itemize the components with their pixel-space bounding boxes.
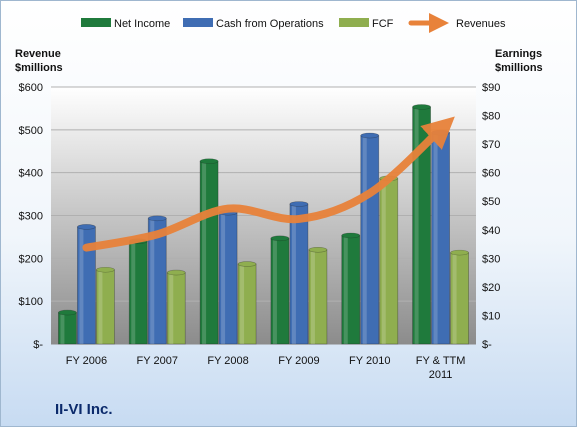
right-tick-label: $90 xyxy=(482,82,500,94)
right-tick-label: $50 xyxy=(482,196,500,208)
bar-cash-from-operations-fy-2008 xyxy=(218,209,238,345)
right-axis-ticks: $- $10 $20 $30 $40 $50 $60 $70 $80 $90 xyxy=(482,82,500,351)
bar-net-income-fy-2010 xyxy=(341,232,361,345)
bar-cap xyxy=(147,215,167,222)
right-axis-title-line2: $millions xyxy=(495,62,543,74)
bar-highlight xyxy=(79,226,84,344)
bar-highlight xyxy=(433,132,438,344)
x-tick-label: FY 2008 xyxy=(207,355,248,367)
bar-highlight xyxy=(452,252,457,344)
bar-cap xyxy=(96,266,115,273)
legend-item-fcf: FCF xyxy=(339,18,394,30)
x-axis-ticks: FY 2006 FY 2007 FY 2008 FY 2009 FY 2010 FY & … xyxy=(66,355,466,381)
bar-cap xyxy=(412,104,431,110)
legend-swatch-net-income xyxy=(81,18,111,27)
right-axis-title-line1: Earnings xyxy=(495,48,542,60)
bar-cap xyxy=(450,249,469,256)
bar-fcf-fy-ttm-2011 xyxy=(450,249,469,345)
left-axis-title-line2: $millions xyxy=(15,62,63,74)
bar-cap xyxy=(308,246,328,253)
right-tick-label: $- xyxy=(482,339,492,351)
legend: Net Income Cash from Operations FCF Reve… xyxy=(81,13,506,33)
bar-cap xyxy=(289,201,309,207)
bar-highlight xyxy=(310,249,315,344)
legend-item-net-income: Net Income xyxy=(81,18,170,30)
bar-fcf-fy-2006 xyxy=(96,266,115,345)
legend-label-revenues: Revenues xyxy=(456,18,506,30)
right-tick-label: $60 xyxy=(482,168,500,180)
x-tick-label: FY 2007 xyxy=(137,355,178,367)
legend-item-revenues: Revenues xyxy=(408,13,506,33)
left-tick-label: $- xyxy=(33,339,43,351)
bar-net-income-fy-2007 xyxy=(128,238,148,345)
left-tick-label: $400 xyxy=(19,168,43,180)
bar-cash-from-operations-fy-2006 xyxy=(77,224,96,345)
right-tick-label: $20 xyxy=(482,282,500,294)
bar-cap xyxy=(77,224,96,230)
bar-highlight xyxy=(169,272,174,344)
legend-swatch-cash-from-operations xyxy=(183,18,213,27)
bar-highlight xyxy=(381,178,386,344)
bar-highlight xyxy=(362,135,367,344)
bar-highlight xyxy=(291,204,296,344)
bar-cash-from-operations-fy-2007 xyxy=(147,215,167,345)
bar-highlight xyxy=(60,312,65,344)
bar-cap xyxy=(166,269,186,276)
legend-label-fcf: FCF xyxy=(372,18,394,30)
left-tick-label: $500 xyxy=(19,125,43,137)
brand-label: II-VI Inc. xyxy=(55,401,113,418)
x-tick-label: FY & TTM 2011 xyxy=(416,355,466,381)
right-tick-label: $70 xyxy=(482,139,500,151)
left-axis-ticks: $- $100 $200 $300 $400 $500 $600 xyxy=(19,82,44,351)
left-tick-label: $600 xyxy=(19,82,43,94)
revenue-line-layer xyxy=(82,116,455,252)
gridlines xyxy=(51,86,476,345)
bar-fcf-fy-2008 xyxy=(237,261,257,345)
bar-fcf-fy-2007 xyxy=(166,269,186,345)
left-tick-label: $100 xyxy=(19,296,43,308)
right-tick-label: $80 xyxy=(482,111,500,123)
bar-cap xyxy=(270,235,290,242)
legend-swatch-fcf xyxy=(339,18,369,27)
bar-highlight xyxy=(414,106,419,344)
bar-highlight xyxy=(202,161,207,344)
legend-label-cash-from-operations: Cash from Operations xyxy=(216,18,324,30)
right-tick-label: $40 xyxy=(482,225,500,237)
bars xyxy=(58,104,469,345)
left-axis-title-line1: Revenue xyxy=(15,48,61,60)
bar-highlight xyxy=(131,241,136,344)
bar-highlight xyxy=(150,218,155,344)
bar-net-income-fy-ttm-2011 xyxy=(412,104,431,345)
bar-fcf-fy-2010 xyxy=(379,175,399,345)
bar-highlight xyxy=(272,238,277,344)
bar-highlight xyxy=(98,269,103,344)
bar-fcf-fy-2009 xyxy=(308,246,328,345)
bar-highlight xyxy=(343,235,348,344)
bar-highlight xyxy=(240,264,245,344)
right-tick-label: $30 xyxy=(482,253,500,265)
right-tick-label: $10 xyxy=(482,310,500,322)
bar-cap xyxy=(199,158,219,165)
x-tick-label: FY 2010 xyxy=(349,355,390,367)
left-tick-label: $200 xyxy=(19,253,43,265)
x-tick-label: FY 2006 xyxy=(66,355,107,367)
legend-label-net-income: Net Income xyxy=(114,18,170,30)
legend-item-cash-from-operations: Cash from Operations xyxy=(183,18,324,30)
bar-cap xyxy=(58,309,77,316)
bar-net-income-fy-2009 xyxy=(270,235,290,345)
bar-cap xyxy=(341,232,361,239)
bar-highlight xyxy=(221,212,226,344)
bar-cap xyxy=(237,261,257,267)
bar-cap xyxy=(360,132,380,139)
bar-net-income-fy-2006 xyxy=(58,309,77,345)
revenue-line xyxy=(82,116,455,252)
bar-net-income-fy-2008 xyxy=(199,158,219,345)
bar-cash-from-operations-fy-2009 xyxy=(289,201,309,345)
bar-cash-from-operations-fy-2010 xyxy=(360,132,380,345)
bar-cash-from-operations-fy-ttm-2011 xyxy=(431,129,450,345)
left-tick-label: $300 xyxy=(19,211,43,223)
x-tick-label: FY 2009 xyxy=(278,355,319,367)
